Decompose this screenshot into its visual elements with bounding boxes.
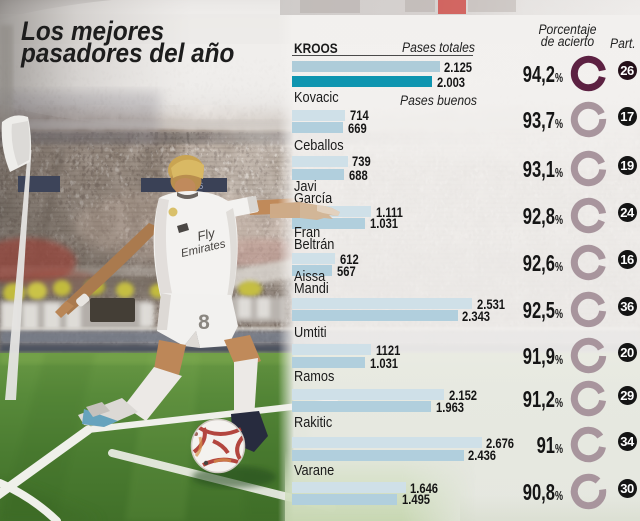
svg-text:Fly: Fly (196, 225, 218, 244)
svg-text:8: 8 (198, 311, 210, 334)
